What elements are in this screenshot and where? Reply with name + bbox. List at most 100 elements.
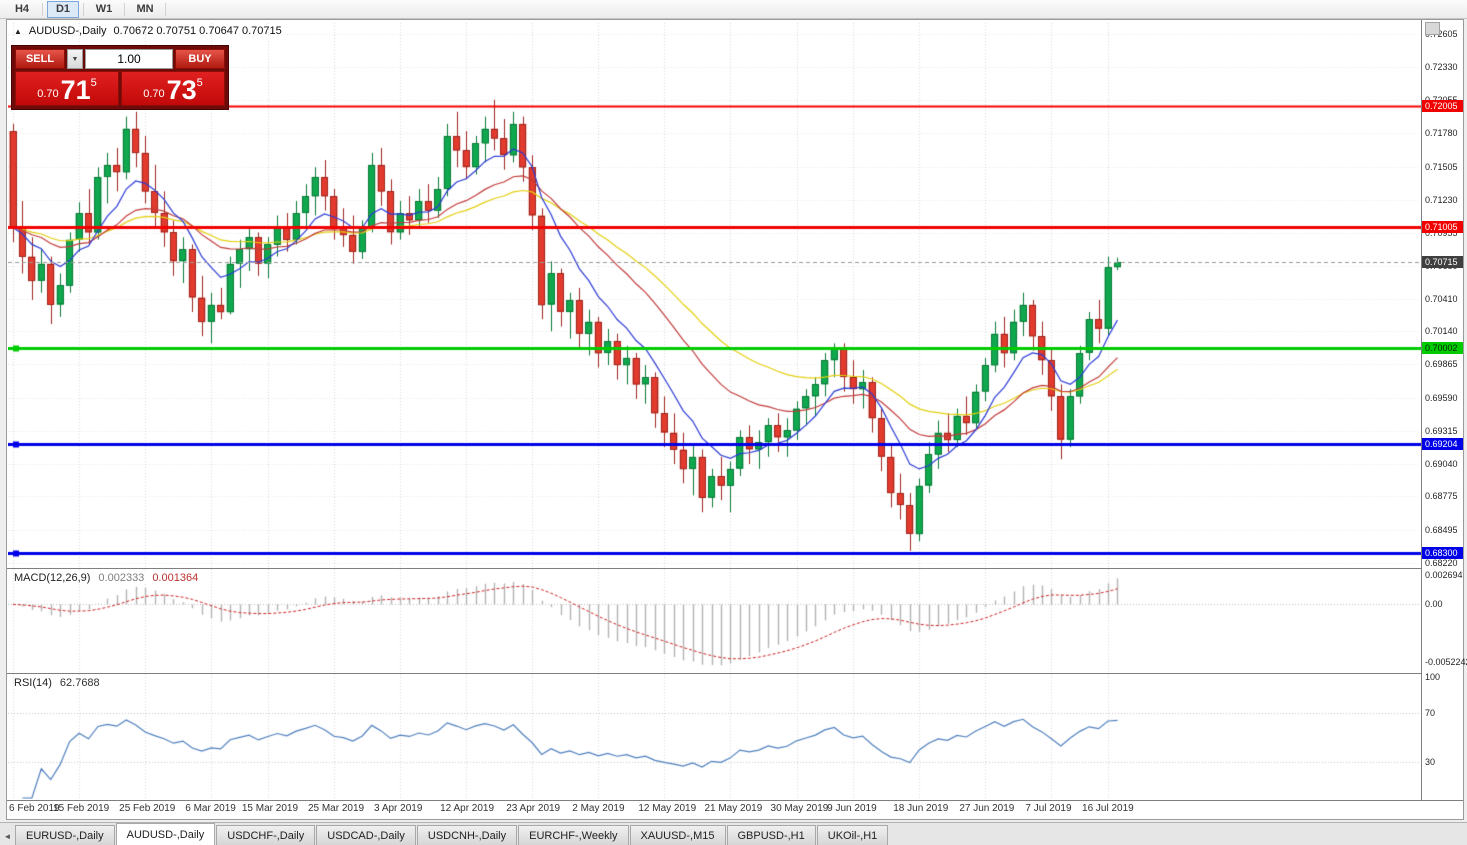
toolbar-separator <box>42 2 43 16</box>
chart-tab-eurchf-weekly[interactable]: EURCHF-,Weekly <box>518 825 629 845</box>
current-price-tag: 0.70715 <box>1422 255 1463 268</box>
buy-price-big: 73 <box>166 75 197 105</box>
price-scale-tick: 0.72605 <box>1425 28 1458 39</box>
price-scale-tick: 0.71230 <box>1425 194 1458 205</box>
timeframe-mn-button[interactable]: MN <box>136 3 154 15</box>
sell-button[interactable]: SELL <box>15 49 65 69</box>
date-axis-label: 25 Mar 2019 <box>307 803 365 814</box>
chart-tabs-bar: ◄ EURUSD-,Daily AUDUSD-,Daily USDCHF-,Dail… <box>0 822 1467 845</box>
date-axis-label: 21 May 2019 <box>704 803 763 814</box>
date-axis-label: 2 May 2019 <box>572 803 625 814</box>
one-click-trading-panel: SELL ▼ BUY 0.70 71 5 0.70 73 5 <box>11 45 229 110</box>
chart-tab-usdcnh-daily[interactable]: USDCNH-,Daily <box>416 825 518 845</box>
timeframe-d1-button[interactable]: D1 <box>47 0 79 18</box>
chart-tab-usdcad-daily[interactable]: USDCAD-,Daily <box>316 825 416 845</box>
timeframe-h4-button[interactable]: H4 <box>14 3 30 15</box>
chart-tab-audusd-daily[interactable]: AUDUSD-,Daily <box>115 823 216 845</box>
timeframe-w1-button[interactable]: W1 <box>95 3 113 15</box>
macd-indicator-label: MACD(12,26,9) 0.002333 0.001364 <box>14 572 199 584</box>
rsi-canvas[interactable] <box>8 674 1421 799</box>
macd-name: MACD(12,26,9) <box>14 572 91 584</box>
date-axis-label: 3 Apr 2019 <box>374 803 423 814</box>
tab-scroll-left-button[interactable]: ◄ <box>3 831 12 841</box>
price-scale-tick: 0.68220 <box>1425 557 1458 568</box>
toolbar-separator <box>124 2 125 16</box>
chart-window: 0.72605 0.72330 0.72055 0.71780 0.71505 0.712… <box>6 19 1467 820</box>
price-scale-tick: 0.72055 <box>1425 94 1458 106</box>
macd-scale-tick: 0.002694 <box>1425 569 1463 580</box>
chart-tab-usdchf-daily[interactable]: USDCHF-,Daily <box>216 825 316 845</box>
price-scale-tick: 0.72330 <box>1425 62 1458 73</box>
chart-tab-eurusd-daily[interactable]: EURUSD-,Daily <box>15 825 115 845</box>
chart-tabs: EURUSD-,Daily AUDUSD-,Daily USDCHF-,Daily U… <box>15 823 889 845</box>
rsi-scale-tick: 70 <box>1425 708 1436 719</box>
price-scale-tick: 0.70140 <box>1425 326 1458 337</box>
chart-title: ▲ AUDUSD-,Daily 0.70672 0.70751 0.70647 … <box>14 25 282 37</box>
price-scale-tick: 0.71505 <box>1425 161 1458 172</box>
macd-value-main: 0.002333 <box>98 572 145 584</box>
date-axis-label: 12 Apr 2019 <box>440 803 495 814</box>
rsi-value: 62.7688 <box>59 677 100 689</box>
price-scale-tick: 0.71780 <box>1425 128 1458 139</box>
volume-dropdown-button[interactable]: ▼ <box>67 49 83 69</box>
chart-ohlc-values: 0.70672 0.70751 0.70647 0.70715 <box>113 25 282 37</box>
rsi-name: RSI(14) <box>14 677 52 689</box>
rsi-indicator-label: RSI(14) 62.7688 <box>14 677 100 689</box>
price-scale-tick: 0.69590 <box>1425 392 1458 403</box>
price-scale-tick: 0.69315 <box>1425 425 1458 436</box>
panel-divider[interactable] <box>7 568 1463 569</box>
price-scale-tick: 0.70410 <box>1425 293 1458 304</box>
timeframe-toolbar: H4 D1 W1 MN <box>0 0 1467 19</box>
macd-value-signal: 0.001364 <box>152 572 199 584</box>
date-axis-label: 7 Jul 2019 <box>1025 803 1072 814</box>
macd-canvas[interactable] <box>8 569 1421 673</box>
toolbar-separator <box>83 2 84 16</box>
price-scale-divider <box>1421 20 1422 800</box>
price-level-tag: 0.71005 <box>1422 220 1463 233</box>
price-level-tag: 0.70002 <box>1422 341 1463 354</box>
date-axis-label: 6 Mar 2019 <box>185 803 236 814</box>
buy-price-button[interactable]: 0.70 73 5 <box>121 71 225 106</box>
macd-scale-tick: -0.0052242 <box>1425 657 1467 668</box>
price-scale-tick: 0.70955 <box>1425 228 1458 238</box>
sell-price-button[interactable]: 0.70 71 5 <box>15 71 119 106</box>
toolbar-separator <box>165 2 166 16</box>
buy-price-base: 0.70 <box>143 88 165 100</box>
chevron-down-icon: ▼ <box>71 55 79 63</box>
sell-price-base: 0.70 <box>37 88 59 100</box>
chart-tab-ukoil-h1[interactable]: UKOil-,H1 <box>816 825 889 845</box>
buy-button[interactable]: BUY <box>175 49 225 69</box>
date-axis-label: 27 Jun 2019 <box>959 803 1015 814</box>
chart-marker-icon: ▲ <box>14 26 22 36</box>
panel-divider[interactable] <box>7 800 1463 801</box>
date-axis-label: 12 May 2019 <box>638 803 697 814</box>
rsi-scale-tick: 30 <box>1425 756 1436 767</box>
price-chart-canvas[interactable] <box>8 23 1421 568</box>
chart-symbol-period: AUDUSD-,Daily <box>28 25 107 37</box>
date-axis-label: 16 Jul 2019 <box>1082 803 1134 814</box>
trade-panel-controls: SELL ▼ BUY <box>15 49 225 69</box>
date-axis-label: 6 Feb 2019 <box>9 803 60 814</box>
time-axis[interactable]: 6 Feb 2019 15 Feb 2019 25 Feb 2019 6 Mar 20… <box>7 801 1463 818</box>
date-axis-label: 18 Jun 2019 <box>893 803 949 814</box>
buy-price-pip: 5 <box>196 77 203 89</box>
volume-input[interactable] <box>85 49 173 69</box>
chart-tab-xauusd-m15[interactable]: XAUUSD-,M15 <box>629 825 726 845</box>
rsi-scale-tick: 100 <box>1425 672 1441 682</box>
price-scale-tick: 0.69040 <box>1425 459 1458 470</box>
date-axis-label: 15 Feb 2019 <box>53 803 110 814</box>
price-scale-tick: 0.69865 <box>1425 359 1458 370</box>
trade-panel-prices: 0.70 71 5 0.70 73 5 <box>15 71 225 106</box>
macd-scale-tick: 0.00 <box>1425 599 1443 610</box>
price-scale-tick: 0.68775 <box>1425 490 1458 501</box>
price-scale-tick: 0.68495 <box>1425 524 1458 535</box>
sell-price-pip: 5 <box>90 77 97 89</box>
sell-price-big: 71 <box>60 75 91 105</box>
panel-divider[interactable] <box>7 673 1463 674</box>
price-level-tag: 0.68300 <box>1422 547 1463 560</box>
chart-tab-gbpusd-h1[interactable]: GBPUSD-,H1 <box>726 825 816 845</box>
date-axis-label: 23 Apr 2019 <box>506 803 561 814</box>
date-axis-label: 9 Jun 2019 <box>827 803 877 814</box>
chart-scroll-button[interactable] <box>1425 22 1440 35</box>
price-scale[interactable]: 0.72605 0.72330 0.72055 0.71780 0.71505 0.712… <box>1422 20 1467 800</box>
